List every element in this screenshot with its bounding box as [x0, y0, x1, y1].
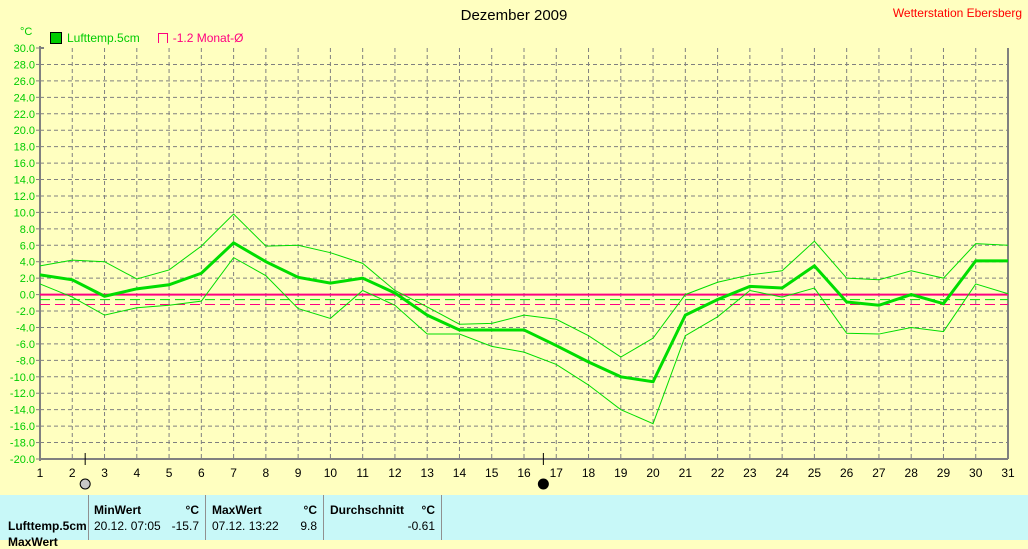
avg-cell: Durchschnitt °C -0.61 [323, 495, 442, 540]
y-tick-label: -2.0 [16, 306, 35, 318]
x-tick-label: 31 [1001, 466, 1015, 480]
avg-value: -0.61 [407, 519, 435, 533]
legend-mean-label: -1.2 Monat-Ø [172, 31, 244, 45]
x-tick-label: 24 [775, 466, 789, 480]
x-tick-label: 19 [614, 466, 628, 480]
x-tick-label: 3 [101, 466, 108, 480]
x-tick-label: 27 [872, 466, 886, 480]
x-tick-label: 18 [582, 466, 596, 480]
x-tick-label: 16 [517, 466, 531, 480]
y-tick-label: 2.0 [20, 273, 35, 285]
y-tick-label: 14.0 [14, 175, 35, 187]
new-moon-icon [537, 478, 549, 490]
x-tick-label: 7 [230, 466, 237, 480]
legend: Lufttemp.5cm -1.2 Monat-Ø [50, 31, 243, 45]
x-tick-label: 8 [263, 466, 270, 480]
y-tick-label: -18.0 [10, 438, 35, 450]
temperature-chart: 30.028.026.024.022.020.018.016.014.012.0… [10, 43, 1015, 490]
x-tick-label: 25 [808, 466, 822, 480]
row-label: Lufttemp.5cm [8, 519, 87, 533]
y-tick-label: -14.0 [10, 405, 35, 417]
x-tick-label: 17 [550, 466, 564, 480]
x-tick-label: 22 [711, 466, 725, 480]
max-header: MaxWert [212, 503, 262, 517]
avg-unit: °C [421, 503, 435, 517]
max-date: 07.12. 13:22 [212, 519, 279, 533]
x-tick-label: 10 [324, 466, 338, 480]
max-value: 9.8 [300, 519, 317, 533]
y-tick-label: 4.0 [20, 257, 35, 269]
x-tick-label: 20 [646, 466, 660, 480]
full-moon-icon [79, 478, 91, 490]
x-tick-label: 13 [421, 466, 435, 480]
avg-header: Durchschnitt [330, 503, 405, 517]
min-date: 20.12. 07:05 [94, 519, 161, 533]
max-cell: MaxWert °C 07.12. 13:22 9.8 [205, 495, 324, 540]
station-name: Wetterstation Ebersberg [892, 6, 1022, 20]
row-label-cell: Lufttemp.5cm MaxWert [0, 495, 89, 549]
x-tick-label: 15 [485, 466, 499, 480]
x-tick-label: 26 [840, 466, 854, 480]
x-tick-label: 1 [37, 466, 44, 480]
y-tick-label: -20.0 [10, 454, 35, 466]
x-tick-label: 11 [356, 466, 369, 480]
y-tick-label: -8.0 [16, 355, 35, 367]
chart-title: Dezember 2009 [460, 7, 568, 24]
legend-series[interactable]: Lufttemp.5cm [50, 31, 140, 45]
x-tick-label: 6 [198, 466, 205, 480]
min-cell: MinWert °C 20.12. 07:05 -15.7 [88, 495, 206, 540]
legend-swatch-mean [157, 33, 168, 43]
x-tick-label: 14 [453, 466, 467, 480]
y-tick-label: 20.0 [14, 125, 35, 137]
min-unit: °C [185, 503, 199, 517]
y-tick-label: 6.0 [20, 240, 35, 252]
y-tick-label: 12.0 [14, 191, 35, 203]
y-tick-label: 16.0 [14, 158, 35, 170]
x-tick-label: 2 [69, 466, 76, 480]
x-tick-label: 9 [295, 466, 302, 480]
series-line-mean [39, 240, 1008, 384]
y-tick-label: 0.0 [20, 290, 35, 302]
stats-table: Lufttemp.5cm MaxWert MinWert °C 20.12. 0… [0, 495, 1028, 549]
y-tick-label: 28.0 [14, 59, 35, 71]
y-tick-label: 22.0 [14, 109, 35, 121]
max-unit: °C [303, 503, 317, 517]
series-line-max [39, 213, 1009, 358]
x-tick-label: 30 [969, 466, 983, 480]
y-tick-label: -12.0 [10, 388, 35, 400]
y-tick-label: -10.0 [10, 372, 35, 384]
x-tick-label: 23 [743, 466, 757, 480]
row2-label: MaxWert [8, 535, 58, 549]
x-tick-label: 5 [166, 466, 173, 480]
y-tick-label: 24.0 [14, 92, 35, 104]
legend-series-label: Lufttemp.5cm [67, 31, 140, 45]
y-tick-label: -6.0 [16, 339, 35, 351]
legend-mean[interactable]: -1.2 Monat-Ø [157, 31, 244, 45]
x-tick-label: 4 [133, 466, 140, 480]
min-value: -15.7 [171, 519, 199, 533]
y-tick-label: 18.0 [14, 142, 35, 154]
y-tick-label: 8.0 [20, 224, 35, 236]
x-tick-label: 21 [679, 466, 693, 480]
y-tick-label: 30.0 [14, 43, 35, 55]
y-tick-label: 26.0 [14, 76, 35, 88]
series-line-min [39, 256, 1009, 425]
x-tick-label: 29 [937, 466, 951, 480]
y-tick-label: 10.0 [14, 207, 35, 219]
y-axis-unit: °C [20, 26, 33, 38]
y-tick-label: -4.0 [16, 322, 35, 334]
x-tick-label: 28 [905, 466, 919, 480]
x-tick-label: 12 [388, 466, 402, 480]
min-header: MinWert [94, 503, 142, 517]
y-tick-label: -16.0 [10, 421, 35, 433]
legend-swatch-series [50, 32, 62, 44]
